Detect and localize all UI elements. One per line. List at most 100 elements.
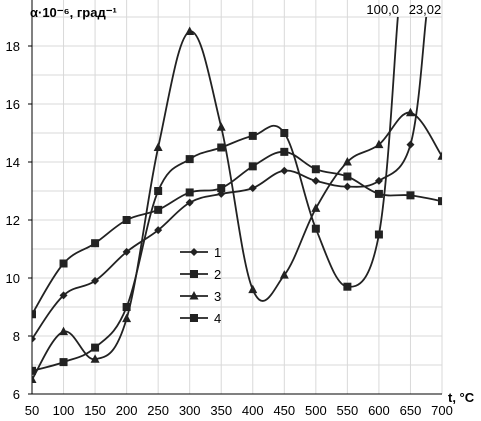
legend-label: 3	[214, 289, 221, 304]
data-point	[217, 143, 226, 152]
series-4	[32, 16, 399, 375]
series-3	[32, 26, 442, 383]
data-point	[280, 129, 289, 137]
series-group	[32, 16, 442, 383]
x-tick-label: 450	[273, 403, 295, 418]
data-point	[280, 166, 289, 175]
data-point	[122, 313, 132, 323]
x-axis-label: t, °C	[448, 390, 475, 405]
series-line-4	[32, 16, 399, 372]
data-point	[311, 203, 321, 212]
legend: 1 2 3 4	[180, 245, 221, 326]
x-tick-label: 650	[400, 403, 422, 418]
y-tick-label: 10	[6, 271, 20, 286]
data-point	[279, 270, 289, 279]
series-line-1	[32, 16, 428, 340]
data-point	[248, 131, 257, 140]
data-point	[185, 198, 194, 207]
data-point	[154, 187, 163, 195]
data-point	[59, 291, 68, 300]
legend-item: 2	[180, 267, 221, 282]
x-tick-label: 300	[179, 403, 201, 418]
data-point	[122, 303, 131, 311]
x-tick-label: 700	[431, 403, 453, 418]
y-tick-label: 18	[6, 39, 20, 54]
data-point	[185, 188, 194, 197]
x-tick-label: 150	[84, 403, 106, 418]
data-point	[343, 172, 352, 181]
annotations: 100,0 23,02	[366, 2, 441, 17]
data-point	[438, 197, 442, 206]
data-point	[406, 140, 415, 149]
data-point	[91, 239, 100, 248]
series-1	[32, 16, 428, 343]
data-point	[248, 184, 257, 193]
legend-item: 1	[180, 245, 221, 260]
data-point	[280, 147, 289, 156]
off-scale-annotation: 23,02	[409, 2, 442, 17]
legend-label: 1	[214, 245, 221, 260]
data-point	[90, 354, 100, 363]
y-tick-labels: 6 8 10 12 14 16 18	[6, 39, 20, 402]
x-tick-label: 250	[147, 403, 169, 418]
legend-item: 3	[180, 289, 221, 304]
data-point	[406, 191, 415, 200]
legend-marker	[190, 248, 198, 256]
data-point	[374, 189, 383, 198]
data-point	[59, 259, 68, 268]
data-point	[32, 366, 36, 375]
data-point	[59, 358, 68, 367]
data-point	[437, 151, 442, 160]
legend-marker	[190, 314, 198, 322]
data-point	[122, 247, 131, 256]
data-point	[32, 310, 36, 319]
data-point	[185, 26, 195, 35]
data-point	[153, 142, 163, 151]
data-point	[343, 182, 352, 191]
data-point	[343, 282, 352, 291]
data-point	[374, 139, 384, 149]
x-tick-label: 50	[25, 403, 39, 418]
y-axis-label: α·10⁻⁶, град⁻¹	[30, 5, 117, 20]
y-tick-label: 8	[13, 329, 20, 344]
data-point	[32, 334, 36, 343]
legend-label: 2	[214, 267, 221, 282]
series-line-3	[32, 30, 442, 380]
y-tick-label: 16	[6, 97, 20, 112]
x-tick-label: 200	[116, 403, 138, 418]
data-point	[59, 326, 69, 336]
grid-lines	[31, 0, 443, 395]
x-tick-label: 350	[210, 403, 232, 418]
data-point	[405, 107, 415, 117]
data-point	[374, 176, 383, 185]
data-point	[217, 184, 226, 193]
y-tick-label: 6	[13, 387, 20, 402]
series-2	[32, 147, 442, 319]
x-tick-label: 550	[337, 403, 359, 418]
legend-marker	[189, 291, 199, 300]
legend-marker	[190, 270, 198, 278]
data-point	[91, 276, 100, 285]
data-point	[248, 162, 257, 171]
axes	[28, 0, 442, 395]
data-point	[248, 284, 258, 294]
data-point	[122, 216, 131, 224]
x-tick-label: 100	[53, 403, 75, 418]
data-point	[154, 226, 163, 235]
data-point	[154, 205, 163, 214]
data-point	[311, 176, 320, 185]
data-point	[185, 155, 194, 164]
data-point	[311, 165, 320, 174]
y-tick-label: 14	[6, 155, 20, 170]
y-tick-label: 12	[6, 213, 20, 228]
x-tick-label: 600	[368, 403, 390, 418]
data-point	[91, 343, 100, 352]
x-tick-label: 400	[242, 403, 264, 418]
data-point	[374, 230, 383, 239]
off-scale-annotation: 100,0	[366, 2, 399, 17]
data-point	[32, 374, 37, 383]
legend-item: 4	[180, 311, 221, 326]
data-point	[311, 224, 320, 233]
data-point	[216, 122, 226, 131]
